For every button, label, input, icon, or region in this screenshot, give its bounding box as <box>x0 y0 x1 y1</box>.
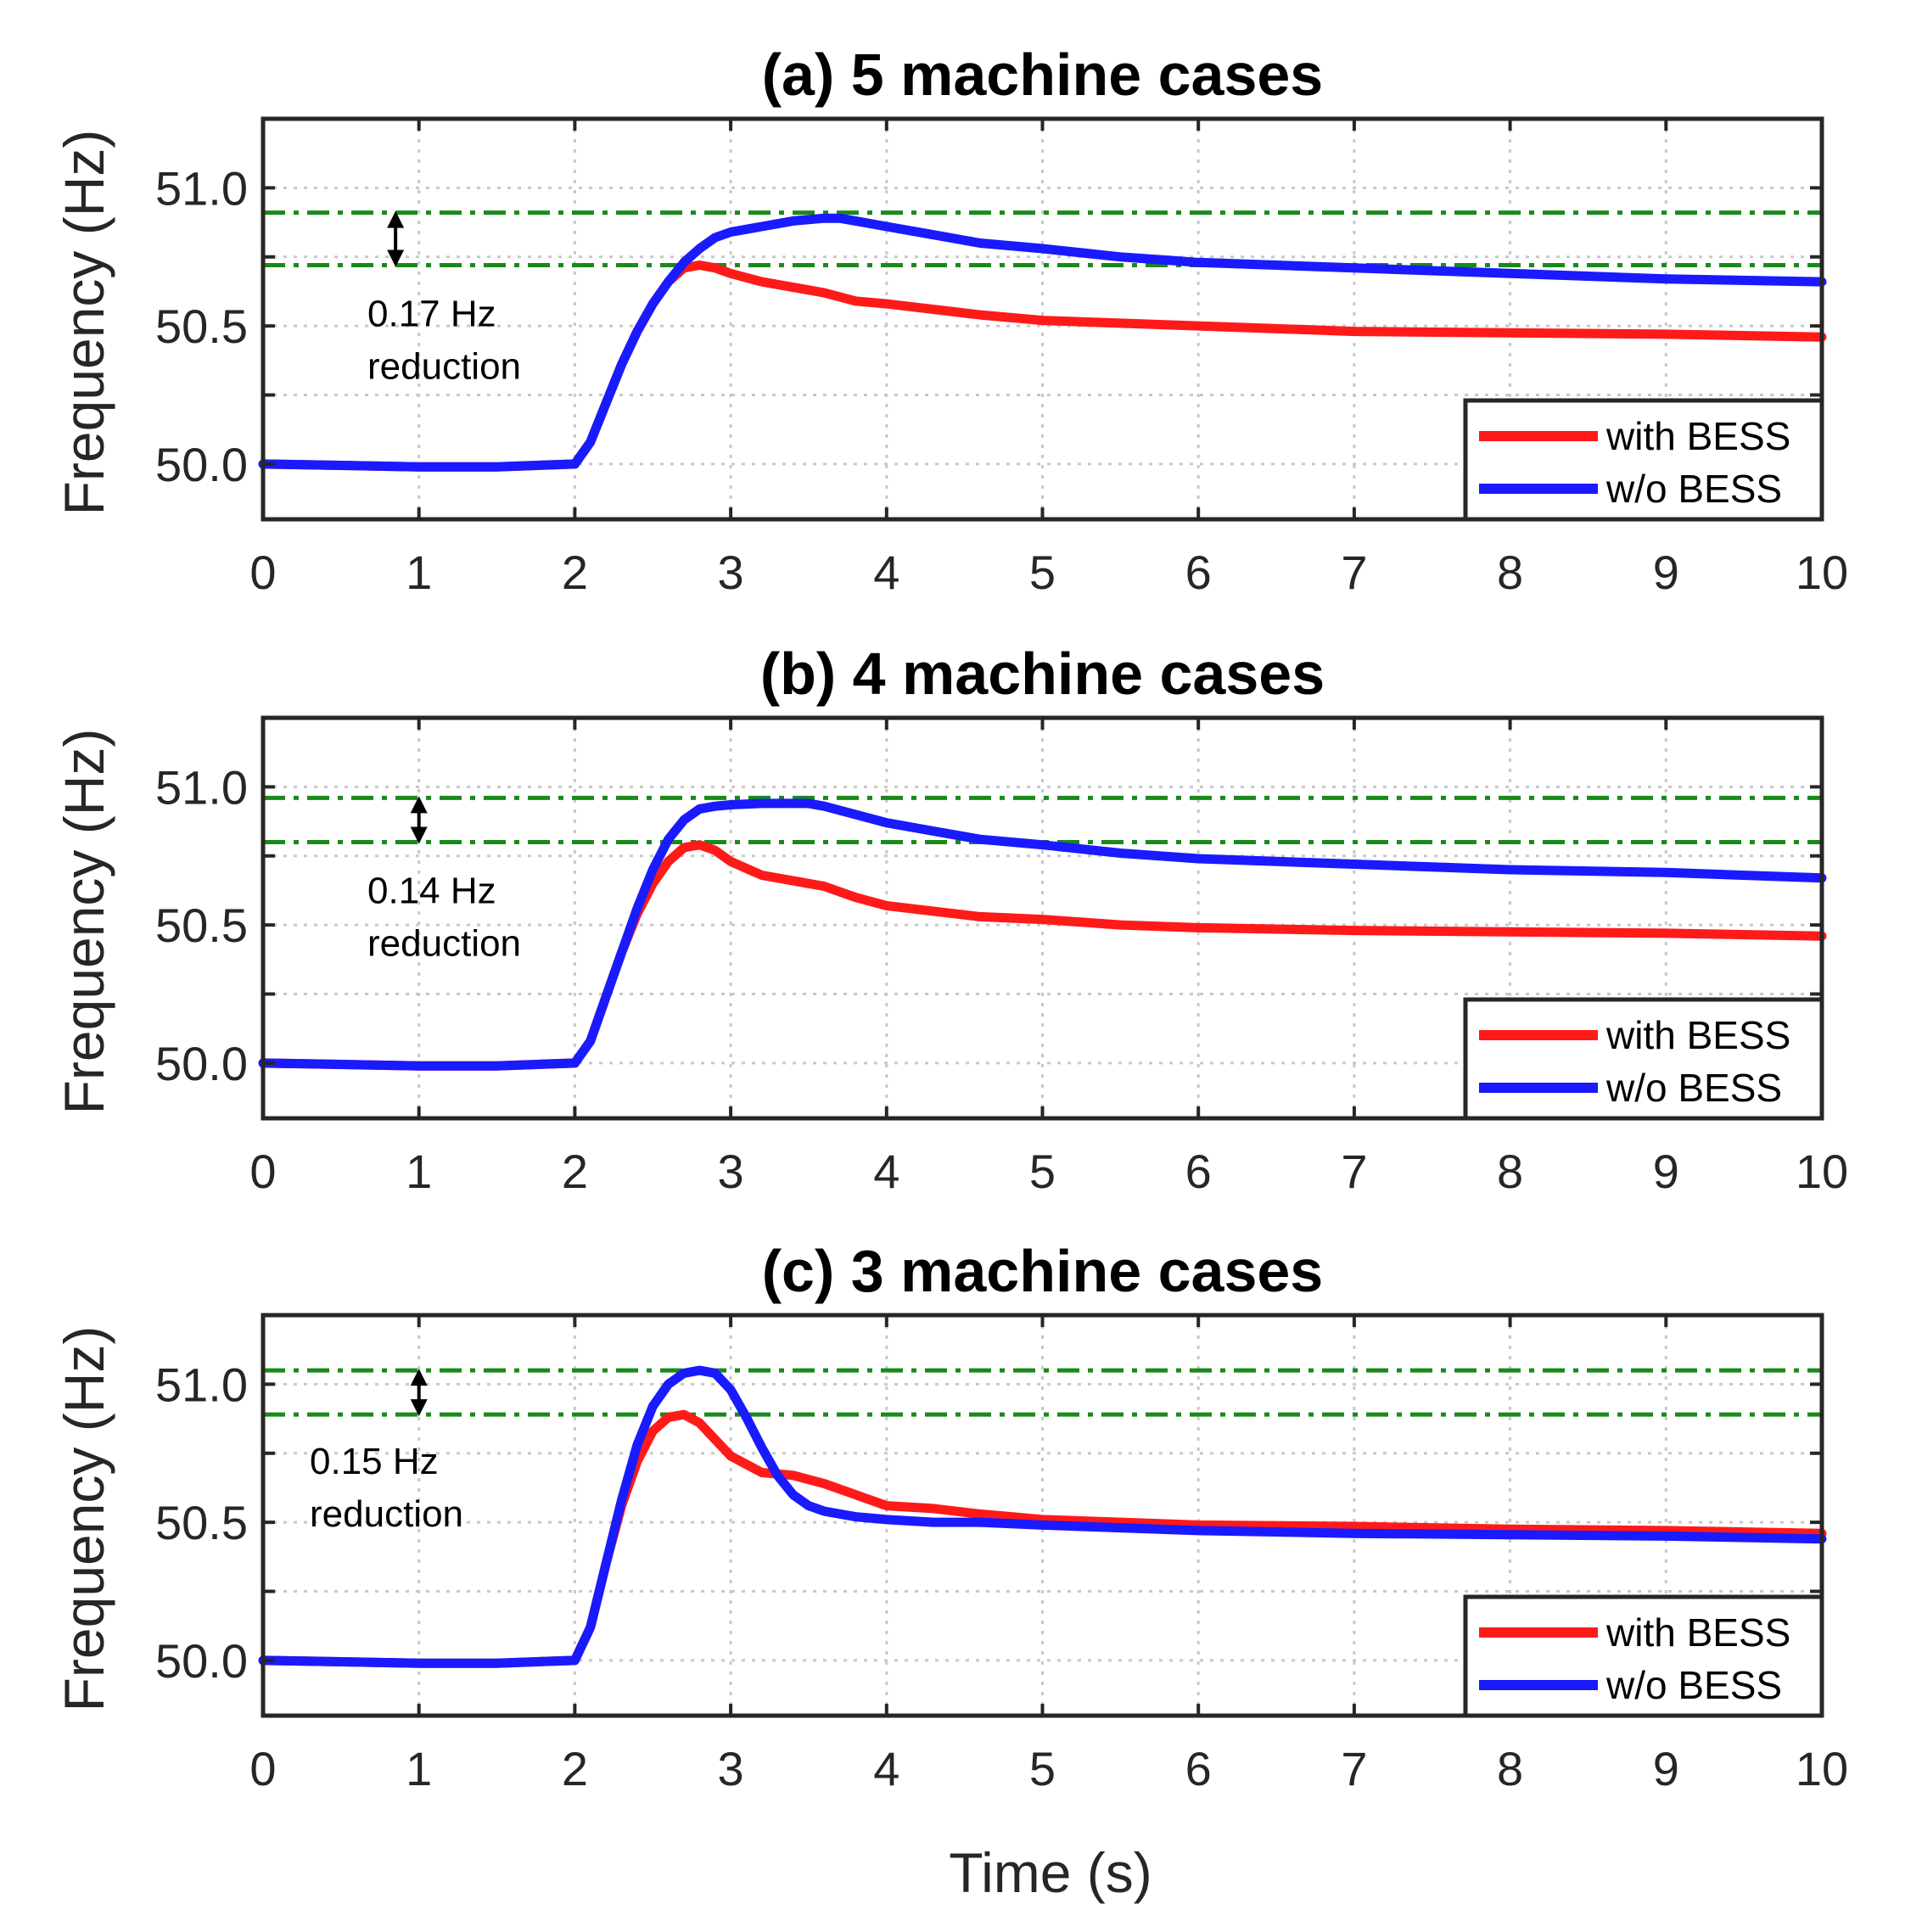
x-tick-label: 1 <box>406 546 432 599</box>
x-tick-label: 0 <box>249 1145 276 1198</box>
x-tick-label: 8 <box>1497 1742 1523 1795</box>
annotation-label: reduction <box>310 1493 463 1535</box>
annotation-arrow-head-up <box>410 1369 428 1386</box>
y-tick-label: 50.5 <box>155 899 248 952</box>
x-tick-label: 4 <box>873 1742 899 1795</box>
x-tick-label: 1 <box>406 1742 432 1795</box>
x-tick-label: 4 <box>873 1145 899 1198</box>
x-tick-label: 2 <box>562 1145 588 1198</box>
y-tick-label: 50.5 <box>155 300 248 353</box>
legend-label-without-bess: w/o BESS <box>1605 467 1782 511</box>
legend-box <box>1463 997 1824 1121</box>
x-tick-label: 3 <box>718 546 744 599</box>
x-tick-label: 5 <box>1029 1145 1056 1198</box>
legend-label-without-bess: w/o BESS <box>1605 1663 1782 1707</box>
x-tick-label: 6 <box>1185 1145 1212 1198</box>
x-tick-label: 8 <box>1497 546 1523 599</box>
annotation-arrow-head-up <box>410 796 428 814</box>
legend-box <box>1463 398 1824 522</box>
x-tick-label: 3 <box>718 1145 744 1198</box>
annotation-value: 0.15 Hz <box>310 1441 439 1482</box>
x-tick-label: 0 <box>249 546 276 599</box>
x-tick-label: 0 <box>249 1742 276 1795</box>
x-tick-label: 10 <box>1796 1145 1848 1198</box>
legend: with BESS w/o BESS <box>1463 1594 1824 1718</box>
y-tick-label: 51.0 <box>155 760 248 814</box>
x-tick-label: 6 <box>1185 546 1212 599</box>
legend: with BESS w/o BESS <box>1463 398 1824 522</box>
x-tick-label: 1 <box>406 1145 432 1198</box>
legend: with BESS w/o BESS <box>1463 997 1824 1121</box>
annotation-arrow-head-up <box>387 210 405 228</box>
x-tick-label: 6 <box>1185 1742 1212 1795</box>
annotation-value: 0.17 Hz <box>367 294 496 335</box>
y-tick-label: 50.0 <box>155 1037 248 1090</box>
x-tick-label: 7 <box>1341 1742 1367 1795</box>
y-tick-label: 50.5 <box>155 1496 248 1549</box>
y-axis-label: Frequency (Hz) <box>53 729 115 1115</box>
legend-label-with-bess: with BESS <box>1605 1610 1790 1655</box>
annotation-value: 0.14 Hz <box>367 870 496 911</box>
annotation-label: reduction <box>367 346 521 388</box>
x-tick-label: 9 <box>1653 1742 1679 1795</box>
x-tick-label: 3 <box>718 1742 744 1795</box>
x-tick-label: 10 <box>1796 1742 1848 1795</box>
x-tick-label: 9 <box>1653 1145 1679 1198</box>
x-tick-label: 7 <box>1341 1145 1367 1198</box>
panel-2: 0.15 Hz reduction 0 1 2 3 4 5 6 7 8 9 10 50.0 50.5 51.0… <box>53 1238 1848 1795</box>
annotation-label: reduction <box>367 922 521 964</box>
annotation-arrow-head-down <box>387 249 405 267</box>
y-axis-label: Frequency (Hz) <box>53 130 115 516</box>
x-tick-label: 2 <box>562 546 588 599</box>
series-line-without-bess <box>258 798 1827 1071</box>
annotation-arrow-head-down <box>410 826 428 844</box>
y-axis-label: Frequency (Hz) <box>53 1326 115 1712</box>
panel-1: 0.14 Hz reduction 0 1 2 3 4 5 6 7 8 9 10 50.0 50.5 51.0… <box>53 641 1848 1198</box>
x-axis-label: Time (s) <box>949 1841 1152 1904</box>
series-line-without-bess <box>258 213 1827 472</box>
panel-0: 0.17 Hz reduction 0 1 2 3 4 5 6 7 8 9 10 50.0 50.5 51.0… <box>53 42 1848 599</box>
annotation-arrow-head-down <box>410 1399 428 1417</box>
y-tick-label: 50.0 <box>155 438 248 491</box>
y-tick-label: 51.0 <box>155 161 248 215</box>
legend-label-with-bess: with BESS <box>1605 414 1790 458</box>
series-line-without-bess <box>258 1365 1827 1668</box>
x-tick-label: 10 <box>1796 546 1848 599</box>
panel-title: (b) 4 machine cases <box>760 641 1325 707</box>
y-tick-label: 51.0 <box>155 1358 248 1411</box>
x-tick-label: 4 <box>873 546 899 599</box>
panel-title: (a) 5 machine cases <box>762 42 1323 108</box>
x-tick-label: 5 <box>1029 546 1056 599</box>
y-tick-label: 50.0 <box>155 1634 248 1688</box>
x-tick-label: 2 <box>562 1742 588 1795</box>
legend-box <box>1463 1594 1824 1718</box>
x-tick-label: 5 <box>1029 1742 1056 1795</box>
x-tick-label: 8 <box>1497 1145 1523 1198</box>
x-tick-label: 9 <box>1653 546 1679 599</box>
legend-label-with-bess: with BESS <box>1605 1013 1790 1057</box>
legend-label-without-bess: w/o BESS <box>1605 1066 1782 1110</box>
panel-title: (c) 3 machine cases <box>762 1238 1323 1304</box>
x-tick-label: 7 <box>1341 546 1367 599</box>
